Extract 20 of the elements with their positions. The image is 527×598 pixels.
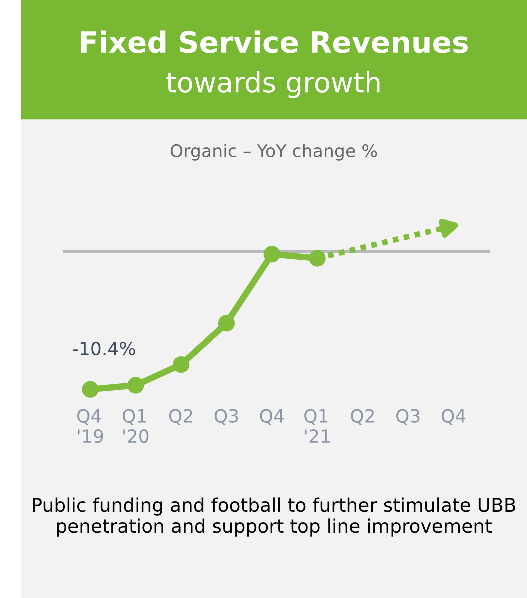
point [309, 250, 326, 267]
text: Public funding and football to further stimulate UBB penetration and support top line improvement [33, 498, 516, 537]
point [82, 381, 99, 398]
point [264, 246, 280, 263]
x-tick-label: Q4 [260, 409, 284, 426]
text: Organic – YoY change % [170, 144, 378, 161]
x-tick-label: Q4 '19 [78, 409, 104, 444]
x-tick-label: Q4 [442, 409, 466, 426]
point [218, 315, 236, 332]
x-tick-label: Q1 '20 [122, 409, 149, 444]
x-tick-label: Q3 [396, 409, 420, 426]
point [128, 377, 144, 394]
x-tick-label: Q2 [351, 409, 374, 426]
chart-title: Fixed Service Revenues [81, 30, 468, 54]
x-tick-label: Q1 '21 [304, 409, 330, 443]
chart-subtitle: towards growth [166, 71, 380, 98]
x-tick-label: Q3 [214, 409, 238, 426]
annotation: -10.4% [73, 342, 136, 356]
x-tick-label: Q2 [169, 409, 192, 426]
point [172, 356, 190, 374]
